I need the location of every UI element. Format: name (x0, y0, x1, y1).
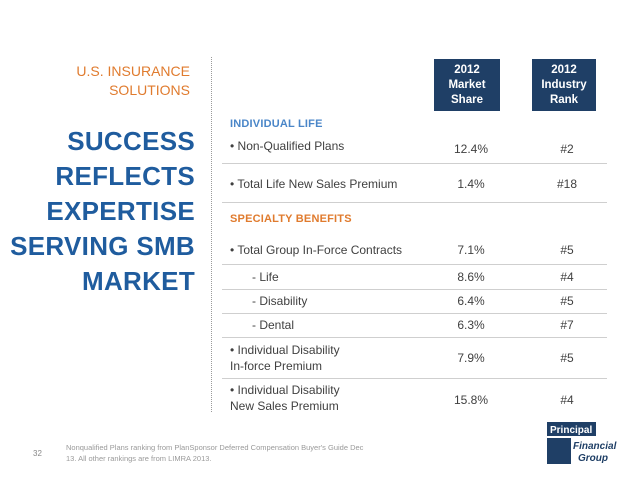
row-share: 8.6% (457, 270, 485, 284)
row-label: • Total Group In-Force Contracts (230, 243, 403, 257)
row-rule (222, 163, 607, 164)
row-rank: #18 (556, 177, 578, 191)
row-share: 7.9% (457, 351, 485, 365)
table-row: • Individual Disability In-force Premium… (222, 342, 607, 378)
section-individual-life: INDIVIDUAL LIFE (230, 118, 323, 130)
row-label: - Life (252, 270, 279, 284)
section-subtitle: U.S. INSURANCE SOLUTIONS (76, 63, 190, 98)
logo-square (547, 438, 571, 464)
row-rank: #4 (560, 393, 574, 407)
table-row: • Individual Disability New Sales Premiu… (222, 382, 607, 418)
row-rule (222, 313, 607, 314)
logo-financial-text: Financial (573, 441, 617, 452)
footnote: Nonqualified Plans ranking from PlanSpon… (66, 443, 364, 463)
table-row: - Disability 6.4% #5 (222, 293, 607, 323)
row-share: 12.4% (453, 142, 489, 156)
row-rule (222, 289, 607, 290)
row-rank: #5 (560, 243, 574, 257)
row-rank: #4 (560, 270, 574, 284)
row-label: • Total Life New Sales Premium (230, 177, 398, 191)
row-label: • Individual Disability New Sales Premiu… (230, 383, 340, 413)
vertical-divider (211, 57, 212, 412)
market-share-header: 2012 Market Share (434, 59, 500, 111)
row-rule (222, 337, 607, 338)
row-share: 15.8% (453, 393, 489, 407)
row-rule (222, 202, 607, 203)
row-rank: #7 (560, 318, 574, 332)
row-share: 1.4% (457, 177, 485, 191)
logo-top-text: Principal (550, 425, 592, 436)
table-row: • Non-Qualified Plans 12.4% #2 (222, 138, 607, 168)
row-share: 6.4% (457, 294, 485, 308)
logo-top-bar (547, 422, 596, 436)
slide-headline: SUCCESS REFLECTS EXPERTISE SERVING SMB M… (10, 126, 195, 296)
row-label: • Individual Disability In-force Premium (230, 343, 340, 373)
table-row: • Total Group In-Force Contracts 7.1% #5 (222, 242, 607, 272)
row-rank: #5 (560, 294, 574, 308)
page-number: 32 (33, 449, 42, 458)
row-label: • Non-Qualified Plans (230, 139, 345, 153)
principal-logo: Principal Financial Group (545, 419, 622, 466)
logo-group-text: Group (578, 453, 608, 464)
table-row: - Life 8.6% #4 (222, 269, 607, 299)
section-specialty-benefits: SPECIALTY BENEFITS (230, 213, 352, 225)
row-rule (222, 378, 607, 379)
row-share: 6.3% (457, 318, 485, 332)
row-label: - Disability (252, 294, 308, 308)
row-rule (222, 264, 607, 265)
table-row: • Total Life New Sales Premium 1.4% #18 (222, 176, 607, 206)
industry-rank-header: 2012 Industry Rank (532, 59, 596, 111)
row-rank: #5 (560, 351, 574, 365)
table-row: - Dental 6.3% #7 (222, 317, 607, 347)
market-share-header-text: 2012 Market Share (448, 63, 486, 106)
row-label: - Dental (252, 318, 295, 332)
principal-logo-graphic: Principal Financial Group (545, 419, 622, 466)
row-share: 7.1% (457, 243, 485, 257)
row-rank: #2 (560, 142, 574, 156)
industry-rank-header-text: 2012 Industry Rank (541, 63, 587, 106)
